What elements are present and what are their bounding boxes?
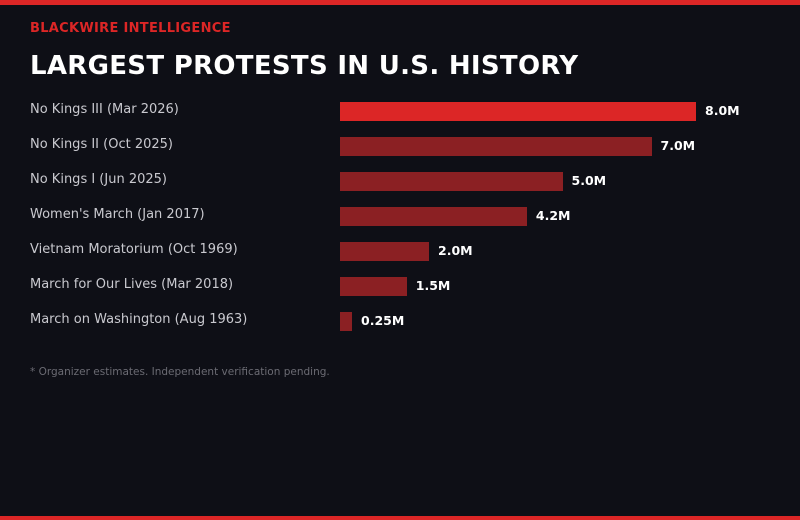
data-label: 0.25M [361,313,405,328]
bar [340,277,407,296]
data-label: 5.0M [571,173,607,188]
category-label: March on Washington (Aug 1963) [30,312,248,327]
data-label: 1.5M [415,278,451,293]
bar [340,102,696,121]
chart-title: LARGEST PROTESTS IN U.S. HISTORY [30,51,579,81]
category-label: Vietnam Moratorium (Oct 1969) [30,242,238,257]
category-label: No Kings II (Oct 2025) [30,137,173,152]
bar [340,312,352,331]
bar [340,137,652,156]
category-label: No Kings III (Mar 2026) [30,102,179,117]
data-label: 8.0M [705,103,740,118]
data-label: 4.2M [535,208,571,223]
bar [340,207,527,226]
bar [340,242,429,261]
brand-label: BLACKWIRE INTELLIGENCE [30,21,231,36]
bottom-accent-bar [0,516,800,520]
category-label: March for Our Lives (Mar 2018) [30,277,234,292]
footnote: * Organizer estimates. Independent verif… [30,366,330,378]
data-label: 2.0M [438,243,473,258]
data-label: 7.0M [660,138,696,153]
top-accent-bar [0,0,800,5]
category-label: No Kings I (Jun 2025) [30,172,167,187]
category-label: Women's March (Jan 2017) [30,207,205,222]
bar [340,172,563,191]
